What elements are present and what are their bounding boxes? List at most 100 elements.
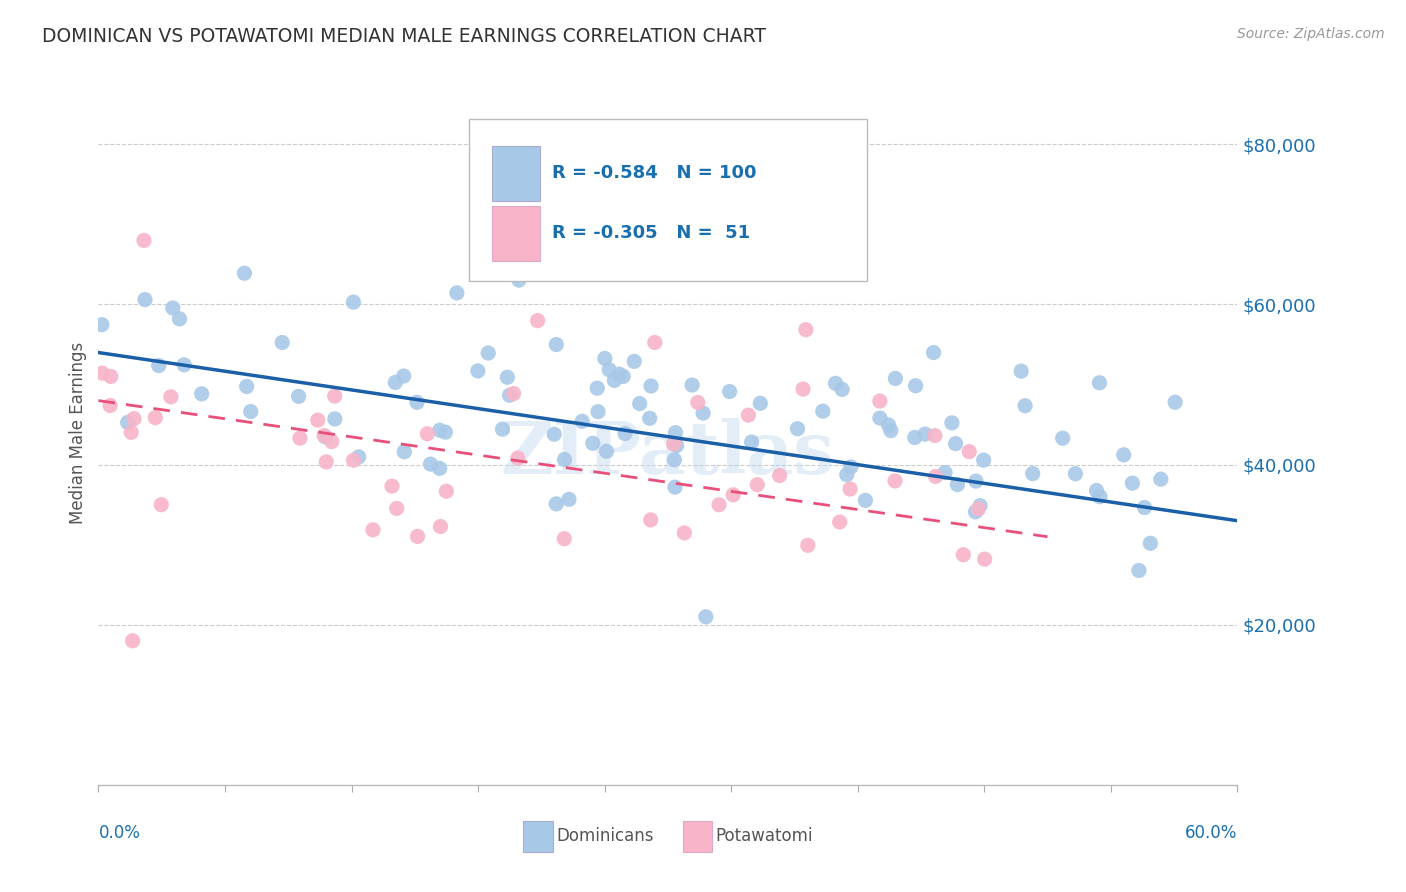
Point	[839, 459, 862, 474]
Point	[934, 466, 956, 480]
Point	[664, 425, 686, 440]
Point	[546, 337, 568, 351]
Text: 60.0%: 60.0%	[1185, 823, 1237, 842]
Point	[434, 484, 457, 499]
Point	[132, 234, 155, 248]
Point	[91, 366, 114, 380]
Point	[855, 493, 877, 508]
Point	[416, 426, 439, 441]
Point	[1112, 448, 1135, 462]
Point	[496, 370, 519, 384]
Text: Dominicans: Dominicans	[557, 828, 654, 846]
Point	[148, 359, 170, 373]
Text: R = -0.584   N = 100: R = -0.584 N = 100	[551, 164, 756, 182]
Point	[839, 482, 862, 496]
Point	[553, 452, 575, 467]
Point	[98, 399, 121, 413]
Point	[307, 413, 329, 427]
Text: 0.0%: 0.0%	[98, 823, 141, 842]
Point	[169, 311, 191, 326]
Point	[628, 396, 651, 410]
Point	[1064, 467, 1087, 481]
Point	[1150, 472, 1173, 486]
Point	[1133, 500, 1156, 515]
Point	[884, 371, 907, 385]
Point	[121, 633, 143, 648]
Point	[100, 369, 122, 384]
Point	[491, 422, 513, 436]
Point	[623, 354, 645, 368]
Point	[117, 416, 139, 430]
Point	[586, 381, 609, 395]
Point	[323, 389, 346, 403]
Point	[190, 387, 212, 401]
Point	[508, 273, 530, 287]
Point	[429, 423, 451, 437]
Point	[467, 364, 489, 378]
Point	[945, 436, 967, 450]
Point	[553, 532, 575, 546]
Point	[692, 406, 714, 420]
Point	[502, 386, 524, 401]
Point	[271, 335, 294, 350]
Point	[394, 444, 416, 458]
Point	[946, 477, 969, 491]
Point	[347, 450, 370, 464]
Point	[477, 346, 499, 360]
Point	[342, 453, 364, 467]
Point	[952, 548, 974, 562]
Point	[835, 467, 858, 482]
Point	[1128, 563, 1150, 577]
Point	[721, 488, 744, 502]
Point	[162, 301, 184, 315]
Point	[381, 479, 404, 493]
FancyBboxPatch shape	[523, 821, 553, 852]
Point	[315, 455, 337, 469]
Point	[1014, 399, 1036, 413]
Point	[506, 451, 529, 466]
FancyBboxPatch shape	[492, 206, 540, 261]
Point	[695, 609, 717, 624]
Point	[969, 499, 991, 513]
Point	[384, 376, 406, 390]
Point	[1010, 364, 1032, 378]
Point	[90, 318, 112, 332]
Point	[323, 412, 346, 426]
Point	[924, 469, 946, 483]
Point	[406, 529, 429, 543]
Point	[673, 525, 696, 540]
Point	[869, 411, 891, 425]
Point	[924, 428, 946, 442]
Point	[233, 266, 256, 280]
Point	[235, 379, 257, 393]
Point	[321, 434, 343, 449]
Point	[749, 396, 772, 410]
Point	[957, 444, 980, 458]
Point	[419, 457, 441, 471]
Point	[160, 390, 183, 404]
Point	[1088, 490, 1111, 504]
Point	[361, 523, 384, 537]
Point	[664, 480, 686, 494]
Point	[1022, 467, 1045, 481]
Point	[446, 285, 468, 300]
Point	[593, 351, 616, 366]
Point	[665, 438, 688, 452]
Point	[811, 404, 834, 418]
Point	[582, 436, 605, 450]
Point	[884, 474, 907, 488]
FancyBboxPatch shape	[683, 821, 713, 852]
Point	[558, 492, 581, 507]
Point	[792, 382, 814, 396]
Point	[598, 362, 620, 376]
Point	[869, 394, 891, 409]
Point	[941, 416, 963, 430]
Point	[718, 384, 741, 399]
Point	[595, 444, 617, 458]
Point	[543, 427, 565, 442]
Point	[904, 430, 927, 444]
Point	[150, 498, 173, 512]
Point	[922, 345, 945, 359]
Point	[342, 295, 364, 310]
Point	[603, 373, 626, 387]
